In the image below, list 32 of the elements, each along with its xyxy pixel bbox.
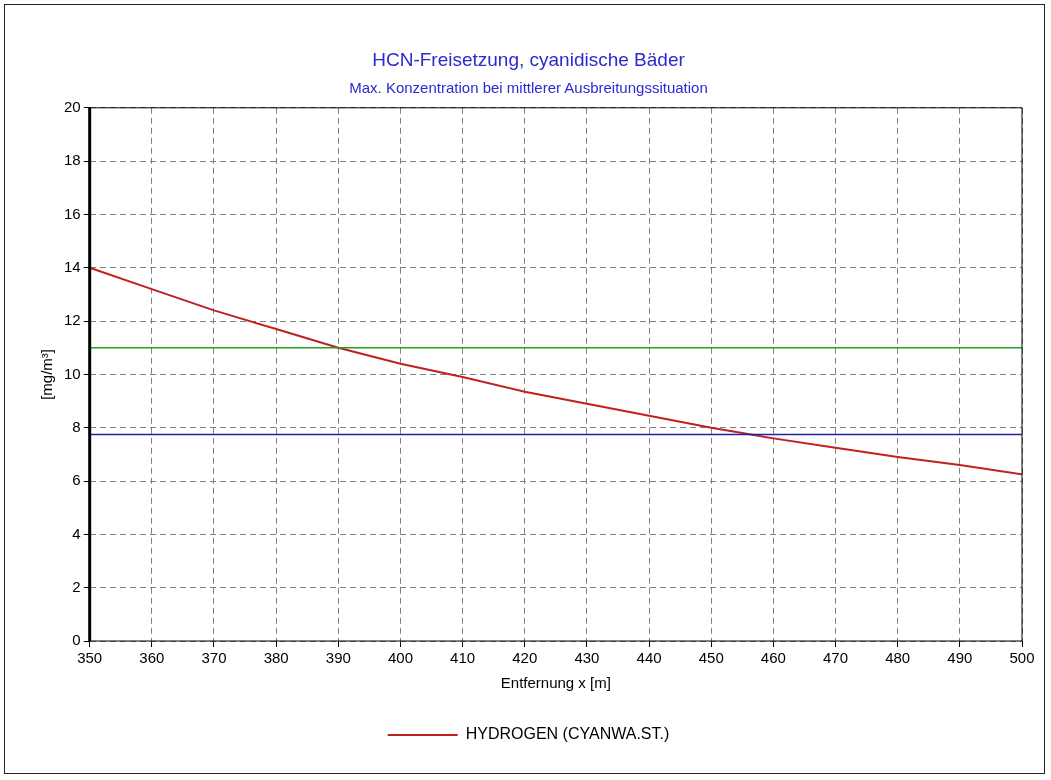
y-tick-label: 18	[64, 151, 81, 169]
x-tick-label: 360	[139, 649, 165, 667]
y-tick-label: 2	[72, 577, 81, 595]
x-tick-label: 430	[574, 649, 600, 667]
y-tick-label: 12	[64, 311, 81, 329]
y-tick-label: 14	[64, 257, 81, 275]
chart-subtitle: Max. Konzentration bei mittlerer Ausbreitungssituation	[349, 78, 708, 96]
x-tick-label: 410	[450, 649, 476, 667]
x-tick-label: 490	[947, 649, 973, 667]
y-tick-label: 20	[64, 97, 81, 115]
y-axis-title: [mg/m³]	[38, 348, 56, 400]
x-tick-label: 400	[387, 649, 413, 667]
x-axis-title: Entfernung x [m]	[500, 674, 611, 692]
x-tick-label: 420	[512, 649, 538, 667]
x-tick-label: 460	[760, 649, 786, 667]
x-tick-label: 390	[325, 649, 351, 667]
x-tick-label: 380	[263, 649, 289, 667]
x-tick-label: 370	[201, 649, 227, 667]
legend-label: HYDROGEN (CYANWA.ST.)	[465, 725, 670, 743]
chart-title: HCN-Freisetzung, cyanidische Bäder	[372, 48, 686, 70]
y-tick-label: 10	[64, 364, 81, 382]
y-tick-label: 0	[72, 631, 81, 649]
x-tick-label: 480	[885, 649, 911, 667]
x-tick-label: 470	[823, 649, 849, 667]
x-tick-label: 440	[636, 649, 662, 667]
y-tick-label: 16	[64, 204, 81, 222]
x-tick-label: 350	[77, 649, 103, 667]
x-tick-label: 500	[1009, 649, 1035, 667]
y-tick-label: 4	[72, 524, 81, 542]
y-tick-label: 8	[72, 417, 81, 435]
x-tick-label: 450	[698, 649, 724, 667]
y-tick-label: 6	[72, 471, 81, 489]
